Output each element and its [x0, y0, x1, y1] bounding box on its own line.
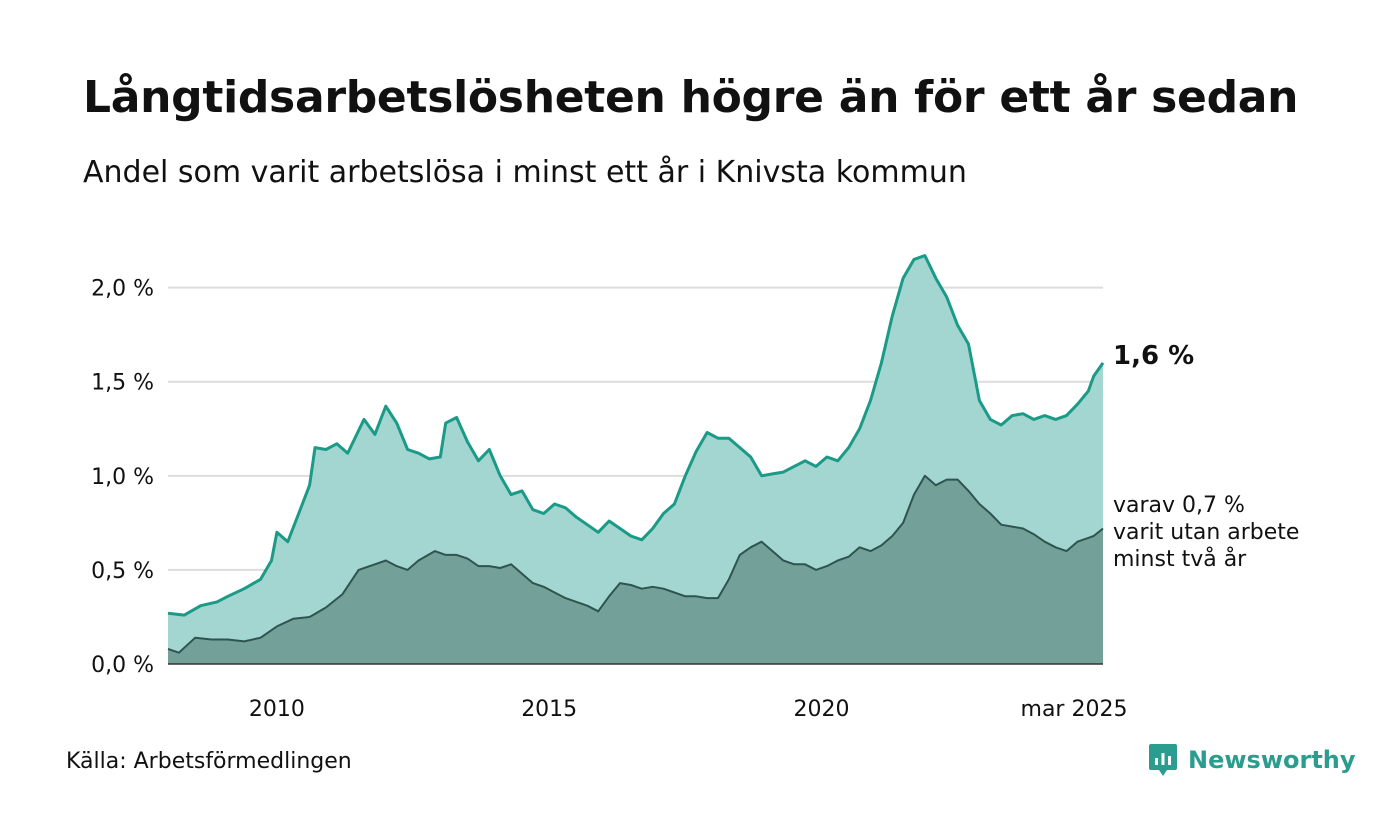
total-end-label: 1,6 %	[1113, 341, 1194, 371]
y-tick-label: 1,0 %	[91, 465, 154, 490]
lower-end-label: varav 0,7 %	[1113, 493, 1245, 518]
brand-name: Newsworthy	[1188, 746, 1356, 774]
y-tick-label: 1,5 %	[91, 371, 154, 396]
x-tick-label: mar 2025	[1021, 697, 1128, 722]
source-credit: Källa: Arbetsförmedlingen	[66, 749, 352, 774]
y-tick-label: 0,5 %	[91, 559, 154, 584]
series-line-lower	[167, 474, 1104, 654]
x-tick-label: 2010	[249, 697, 305, 722]
lower-end-label: minst två år	[1113, 546, 1247, 572]
series-area-lower	[168, 475, 1103, 664]
series-line-total	[167, 254, 1105, 617]
axis-labels: 0,0 % 0,5 % 1,0 % 1,5 % 2,0 % 2010 2015 2020 mar…	[91, 277, 1127, 722]
y-tick-label: 0,0 %	[91, 653, 154, 678]
y-tick-label: 2,0 %	[91, 277, 154, 302]
brand-logo: Newsworthy	[1148, 742, 1356, 778]
chart-title: Långtidsarbetslösheten högre än för ett …	[83, 72, 1299, 123]
x-tick-label: 2020	[793, 697, 849, 722]
newsworthy-logo-icon	[1149, 744, 1177, 776]
area-layer	[168, 255, 1103, 664]
line-layer	[167, 254, 1105, 654]
x-tick-label: 2015	[521, 697, 577, 722]
chart-subtitle: Andel som varit arbetslösa i minst ett å…	[83, 155, 967, 190]
lower-end-label: varit utan arbete	[1113, 520, 1299, 545]
